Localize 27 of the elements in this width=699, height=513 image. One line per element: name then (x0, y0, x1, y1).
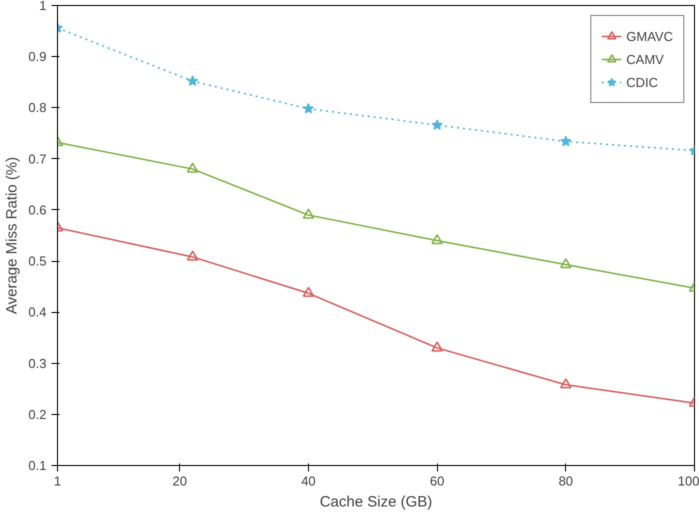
x-tick-label: 1 (54, 474, 62, 488)
point (431, 341, 443, 352)
x-tick-label: 80 (558, 474, 574, 488)
x-tick-label: 100 (678, 474, 699, 488)
y-tick-label: 0.2 (28, 406, 47, 422)
legend-label: CAMV (626, 52, 664, 66)
y-tick-label: 0.5 (28, 254, 47, 269)
y-axis-title: Average Miss Ratio (%) (3, 156, 20, 314)
y-tick-label: 0.6 (28, 202, 47, 218)
point (431, 234, 443, 244)
y-tick-label: 0.7 (28, 151, 47, 166)
point (432, 119, 443, 130)
y-tick-label: 0.3 (28, 356, 47, 371)
y-tick-label: 0.9 (28, 49, 47, 64)
y-tick-label: 1 (39, 0, 47, 13)
y-tick-label: 0.1 (28, 458, 47, 473)
x-axis-title: Cache Size (GB) (320, 494, 432, 510)
point (302, 208, 314, 219)
legend-label: GMAVC (626, 28, 673, 44)
y-tick-label: 0.8 (28, 100, 47, 116)
legend-label: CDIC (626, 74, 658, 90)
x-tick-label: 40 (301, 474, 316, 488)
point (302, 286, 314, 297)
point (302, 102, 314, 114)
y-tick-label: 0.4 (28, 304, 47, 320)
x-tick-label: 60 (430, 474, 444, 488)
x-tick-label: 20 (172, 474, 187, 488)
